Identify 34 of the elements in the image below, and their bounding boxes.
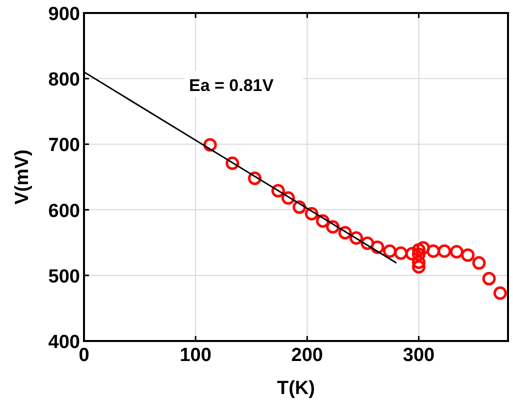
point: [472, 256, 486, 270]
y-tick-label: 900: [48, 4, 80, 25]
x-axis-title: T(K): [277, 378, 315, 399]
point: [350, 231, 364, 245]
y-tick-label: 500: [48, 266, 80, 288]
y-tick-label: 400: [48, 332, 80, 353]
point: [316, 214, 330, 228]
point: [292, 200, 306, 214]
x-tick-label: 0: [78, 345, 90, 366]
x-tick-label: 200: [291, 345, 324, 366]
point: [304, 206, 318, 220]
point: [426, 244, 440, 258]
point: [394, 246, 408, 260]
annotation: Ea = 0.81V: [189, 76, 274, 95]
point: [412, 256, 426, 270]
point: [271, 184, 285, 198]
y-axis-title: V(mV): [12, 150, 33, 204]
point: [482, 272, 496, 286]
point: [493, 286, 507, 300]
point: [338, 226, 352, 240]
point: [450, 245, 464, 259]
x-tick-label: 100: [180, 345, 212, 366]
y-tick-label: 600: [48, 200, 80, 222]
point: [412, 260, 426, 274]
y-tick-label: 800: [48, 70, 80, 91]
point: [416, 241, 430, 255]
point: [461, 248, 475, 262]
y-tick-label: 700: [48, 135, 80, 156]
point: [438, 244, 452, 258]
point: [281, 191, 295, 205]
point: [382, 244, 396, 258]
point: [226, 156, 240, 170]
point: [412, 243, 426, 257]
x-tick-label: 300: [402, 345, 435, 366]
